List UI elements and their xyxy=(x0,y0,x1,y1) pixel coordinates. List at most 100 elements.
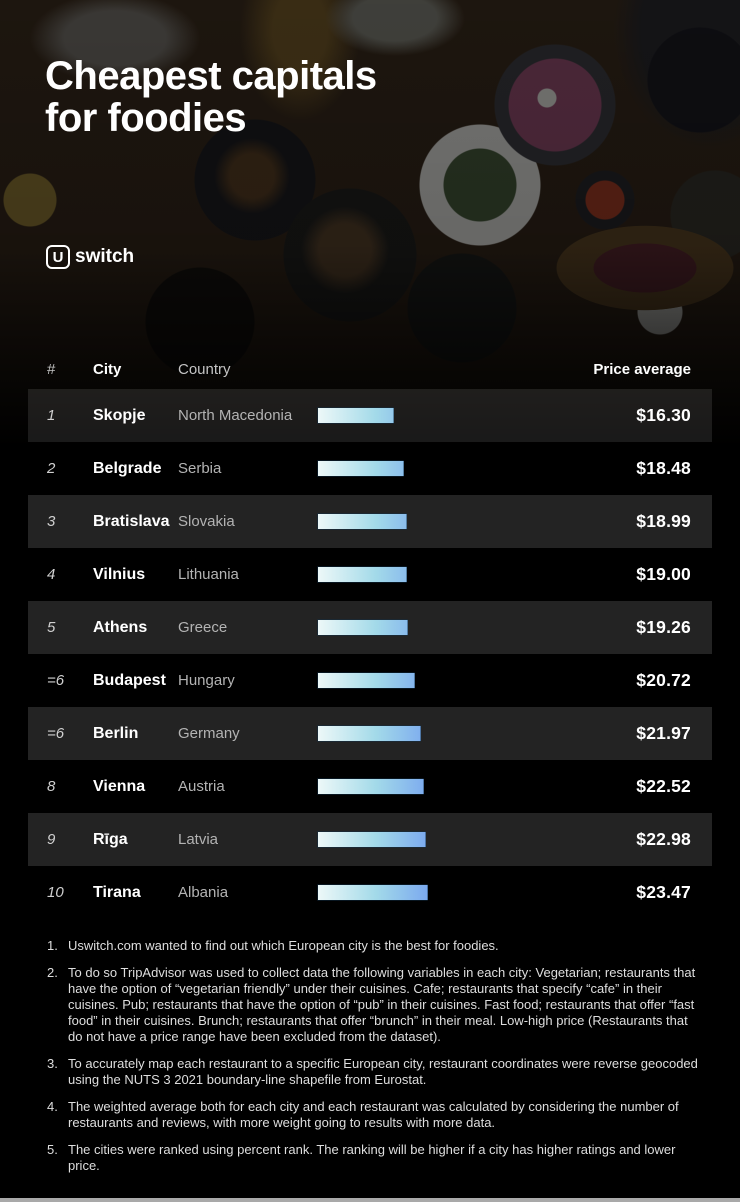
price-bar xyxy=(317,619,408,636)
country-cell: Albania xyxy=(178,884,229,901)
bar-cell xyxy=(317,884,582,901)
footnotes: 1. Uswitch.com wanted to find out which … xyxy=(47,938,698,1185)
price-bar xyxy=(317,672,415,689)
uswitch-u-icon: U xyxy=(46,245,70,269)
footnote-number: 5. xyxy=(47,1142,58,1157)
price-cell: $22.98 xyxy=(636,829,691,849)
table-row: 8 Vienna Austria $22.52 xyxy=(28,760,712,813)
price-table: # City Country Price average 1 Skopje No… xyxy=(28,350,712,919)
country-cell: Greece xyxy=(178,619,228,636)
bar-cell xyxy=(317,407,582,424)
country-cell: Lithuania xyxy=(178,566,239,583)
city-cell: Vilnius xyxy=(93,565,146,583)
bar-cell xyxy=(317,460,582,477)
price-cell: $16.30 xyxy=(636,405,691,425)
uswitch-logo-text: switch xyxy=(75,246,135,267)
bar-cell xyxy=(317,619,582,636)
table-row: =6 Berlin Germany $21.97 xyxy=(28,707,712,760)
rank-cell: 1 xyxy=(47,407,56,424)
rank-cell: 5 xyxy=(47,619,56,636)
column-header-city: City xyxy=(93,361,122,378)
rank-cell: =6 xyxy=(47,725,65,742)
city-cell: Belgrade xyxy=(93,459,162,477)
footnote-number: 2. xyxy=(47,965,58,980)
price-cell: $21.97 xyxy=(636,723,691,743)
price-cell: $18.99 xyxy=(636,511,691,531)
hero-photo xyxy=(0,0,740,448)
footnote-text: The weighted average both for each city … xyxy=(68,1099,679,1130)
price-cell: $19.26 xyxy=(636,617,691,637)
bottom-edge-bar xyxy=(0,1198,740,1202)
city-cell: Vienna xyxy=(93,777,146,795)
table-row: 1 Skopje North Macedonia $16.30 xyxy=(28,389,712,442)
page-title-line1: Cheapest capitals xyxy=(45,54,377,98)
price-bar xyxy=(317,513,407,530)
table-row: 9 Rīga Latvia $22.98 xyxy=(28,813,712,866)
table-header-row: # City Country Price average xyxy=(28,350,712,389)
bar-cell xyxy=(317,672,582,689)
price-bar xyxy=(317,407,394,424)
price-bar xyxy=(317,831,426,848)
rank-cell: 2 xyxy=(47,460,56,477)
uswitch-logo: U switch xyxy=(46,245,134,269)
footnote-text: The cities were ranked using percent ran… xyxy=(68,1142,676,1173)
price-cell: $20.72 xyxy=(636,670,691,690)
bar-cell xyxy=(317,513,582,530)
rank-cell: 4 xyxy=(47,566,56,583)
page-title: Cheapest capitals for foodies xyxy=(45,55,377,139)
rank-cell: 3 xyxy=(47,513,56,530)
table-row: 3 Bratislava Slovakia $18.99 xyxy=(28,495,712,548)
bar-cell xyxy=(317,725,582,742)
table-row: =6 Budapest Hungary $20.72 xyxy=(28,654,712,707)
table-row: 4 Vilnius Lithuania $19.00 xyxy=(28,548,712,601)
table-row: 10 Tirana Albania $23.47 xyxy=(28,866,712,919)
price-bar xyxy=(317,778,424,795)
price-bar xyxy=(317,725,421,742)
rank-cell: =6 xyxy=(47,672,65,689)
rank-cell: 10 xyxy=(47,884,64,901)
page-title-line2: for foodies xyxy=(45,96,247,140)
footnote-number: 1. xyxy=(47,938,58,953)
rank-cell: 9 xyxy=(47,831,56,848)
rank-cell: 8 xyxy=(47,778,56,795)
footnote-text: To do so TripAdvisor was used to collect… xyxy=(68,965,696,1044)
table-row: 2 Belgrade Serbia $18.48 xyxy=(28,442,712,495)
country-cell: Latvia xyxy=(178,831,219,848)
city-cell: Athens xyxy=(93,618,148,636)
bar-cell xyxy=(317,566,582,583)
price-cell: $23.47 xyxy=(636,882,691,902)
table-row: 5 Athens Greece $19.26 xyxy=(28,601,712,654)
footnote-number: 4. xyxy=(47,1099,58,1114)
footnote-item: 1. Uswitch.com wanted to find out which … xyxy=(47,938,698,954)
footnote-text: To accurately map each restaurant to a s… xyxy=(68,1056,698,1087)
column-header-price: Price average xyxy=(593,361,691,378)
country-cell: Hungary xyxy=(178,672,235,689)
footnote-item: 5. The cities were ranked using percent … xyxy=(47,1142,698,1174)
bar-cell xyxy=(317,778,582,795)
footnote-text: Uswitch.com wanted to find out which Eur… xyxy=(68,938,499,953)
column-header-rank: # xyxy=(47,361,56,378)
price-cell: $22.52 xyxy=(636,776,691,796)
city-cell: Skopje xyxy=(93,406,146,424)
bar-cell xyxy=(317,831,582,848)
column-header-country: Country xyxy=(178,361,231,378)
country-cell: Serbia xyxy=(178,460,222,477)
price-bar xyxy=(317,566,407,583)
price-bar xyxy=(317,460,404,477)
footnote-number: 3. xyxy=(47,1056,58,1071)
footnote-item: 2. To do so TripAdvisor was used to coll… xyxy=(47,965,698,1045)
city-cell: Rīga xyxy=(93,830,128,848)
price-cell: $18.48 xyxy=(636,458,691,478)
city-cell: Budapest xyxy=(93,671,166,689)
country-cell: North Macedonia xyxy=(178,407,293,424)
country-cell: Slovakia xyxy=(178,513,235,530)
country-cell: Austria xyxy=(178,778,225,795)
price-cell: $19.00 xyxy=(636,564,691,584)
city-cell: Tirana xyxy=(93,883,141,901)
price-bar xyxy=(317,884,428,901)
footnote-item: 4. The weighted average both for each ci… xyxy=(47,1099,698,1131)
footnote-item: 3. To accurately map each restaurant to … xyxy=(47,1056,698,1088)
city-cell: Berlin xyxy=(93,724,139,742)
table-body: 1 Skopje North Macedonia $16.30 2 Belgra… xyxy=(28,389,712,919)
city-cell: Bratislava xyxy=(93,512,170,530)
